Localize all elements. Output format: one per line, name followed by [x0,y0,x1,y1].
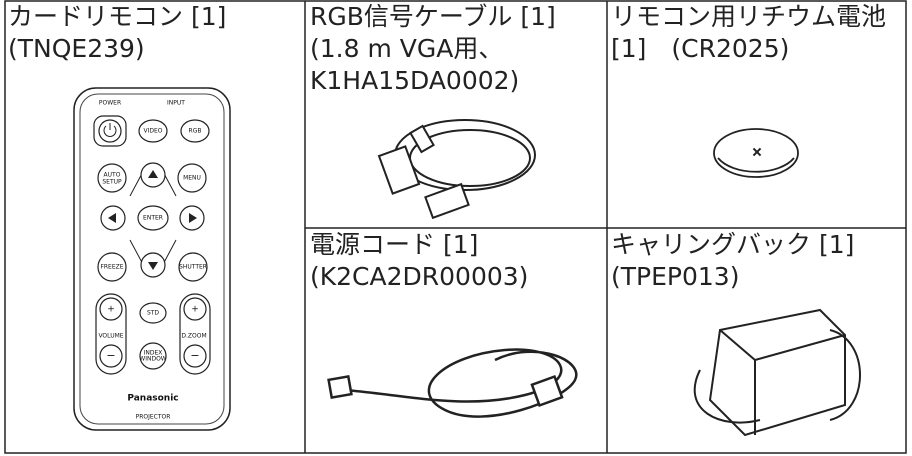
item-label: (TNQE239) [8,34,145,63]
remote-label: WINDOW [139,356,167,363]
remote-label: + [107,305,115,315]
item-label: RGB信号ケーブル [1] [310,2,556,31]
bag-illustration [693,308,861,437]
item-label: K1HA15DA0002) [310,66,519,95]
item-label: キャリングバック [1] [611,230,854,259]
item-label: (TPEP013) [611,262,739,291]
remote-label: FREEZE [100,264,123,271]
item-label: [1] (CR2025) [611,34,789,63]
remote-label: Panasonic [127,394,178,404]
remote-label: RGB [189,128,202,135]
remote-label: INDEX [144,350,163,357]
remote-label: SETUP [102,179,122,186]
cable-illustration [377,119,536,220]
cord-illustration [327,348,578,418]
remote-label: VOLUME [98,333,123,340]
remote-label: SHUTTER [179,264,207,271]
battery-illustration [713,128,799,178]
remote-label: POWER [99,100,121,107]
item-label: (K2CA2DR00003) [310,262,528,291]
table-grid [4,0,907,454]
remote-label: AUTO [104,172,121,179]
remote-label: MENU [183,175,201,182]
remote-label: − [106,349,115,362]
remote-label: INPUT [167,100,185,107]
remote-label: STD [147,310,159,317]
item-label: (1.8 m VGA用、 [310,34,503,63]
remote-label: − [190,349,199,362]
remote-illustration [73,87,231,431]
remote-label: + [191,305,199,315]
item-label: カードリモコン [1] [8,2,226,31]
remote-label: PROJECTOR [136,414,171,421]
remote-label: ENTER [143,215,163,222]
remote-label: VIDEO [143,128,162,135]
item-label: リモコン用リチウム電池 [611,2,886,31]
item-label: 電源コード [1] [310,230,478,259]
remote-label: D.ZOOM [181,333,206,340]
